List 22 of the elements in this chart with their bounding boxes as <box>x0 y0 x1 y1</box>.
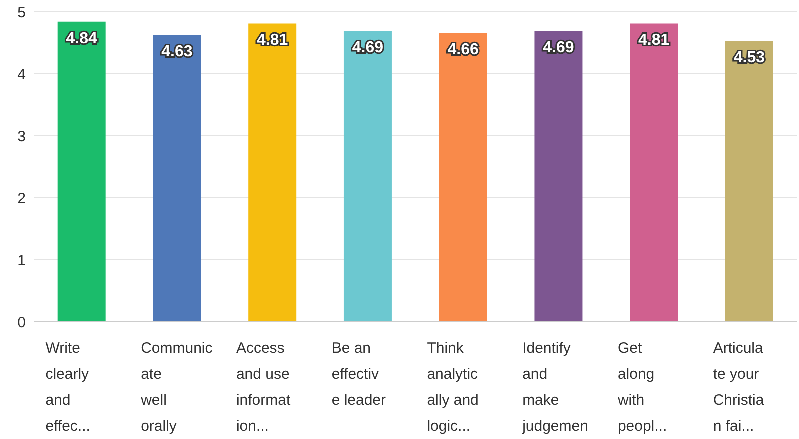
y-tick-label: 0 <box>18 314 26 332</box>
x-tick-label: Articula te your Christia n fai... <box>713 340 765 435</box>
x-tick-label: Identify and make judgemen <box>522 340 588 435</box>
x-tick-label: Be an effectiv e leader <box>332 340 386 409</box>
data-label: 4.84 <box>66 30 98 48</box>
data-label: 4.63 <box>162 43 193 60</box>
data-label: 4.66 <box>448 41 480 58</box>
data-label: 4.69 <box>543 40 574 57</box>
x-tick-label: Think analytic ally and logic... <box>427 340 479 435</box>
data-label: 4.69 <box>352 40 384 57</box>
x-tick-label: Get along with peopl... <box>616 340 668 435</box>
y-tick-label: 3 <box>18 128 26 146</box>
x-tick-label: Communic ate well orally <box>140 340 214 435</box>
data-label: 4.81 <box>257 32 288 50</box>
y-tick-label: 1 <box>18 252 26 270</box>
y-tick-label: 2 <box>18 190 26 208</box>
data-label: 4.81 <box>638 32 670 50</box>
y-tick-label: 5 <box>18 4 26 22</box>
data-label: 4.53 <box>734 50 766 66</box>
x-tick-label: Access and use informat ion... <box>236 340 292 435</box>
y-tick-label: 4 <box>18 66 26 84</box>
x-tick-label: Write clearly and effec... <box>46 340 90 435</box>
